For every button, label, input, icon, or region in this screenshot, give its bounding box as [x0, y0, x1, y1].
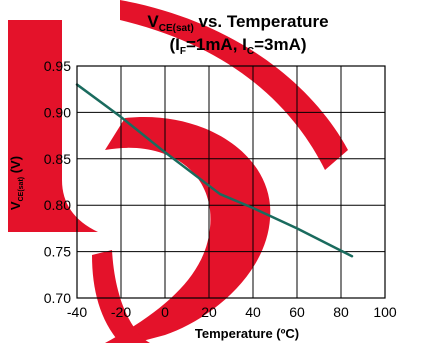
title-mid: =1mA, I: [186, 35, 247, 54]
title-rest: vs. Temperature: [194, 12, 329, 31]
y-tick-label: 0.85: [44, 151, 71, 167]
series-line: [75, 83, 354, 258]
x-tick-label: 60: [289, 304, 305, 320]
title-ic-sub: C: [247, 46, 254, 57]
x-tick-label: 80: [333, 304, 349, 320]
plot-frame: [76, 65, 386, 299]
x-tick-label: 100: [373, 304, 397, 320]
y-tick-labels: 0.95 0.90 0.85 0.80 0.75 0.70: [44, 58, 71, 306]
x-tick-label: 20: [201, 304, 217, 320]
y-tick-label: 0.75: [44, 244, 71, 260]
title-v: V: [147, 12, 159, 31]
x-tick-label: 40: [245, 304, 261, 320]
y-label-v: V: [8, 201, 23, 210]
y-axis-label: VCE(sat) (V): [8, 156, 25, 210]
watermark-lower-stroke: [92, 250, 150, 343]
watermark-left-bar: [8, 20, 98, 232]
y-label-unit: (V): [8, 156, 23, 177]
chart-title-line1: VCE(sat) vs. Temperature: [147, 12, 328, 34]
x-tick-label: 0: [161, 304, 169, 320]
title-if: (I: [169, 35, 179, 54]
title-end: =3mA): [254, 35, 306, 54]
y-tick-label: 0.80: [44, 197, 71, 213]
x-tick-labels: -40 -20 0 20 40 60 80 100: [67, 304, 397, 320]
y-tick-label: 0.95: [44, 58, 71, 74]
x-tick-label: -20: [111, 304, 131, 320]
series-layer: [75, 83, 354, 258]
x-axis-label: Temperature (ºC): [195, 326, 299, 341]
watermark-center-arc: [105, 116, 271, 343]
grid: [76, 65, 386, 299]
y-label-sub: CE(sat): [18, 177, 25, 202]
x-tick-label: -40: [67, 304, 87, 320]
y-tick-label: 0.90: [44, 104, 71, 120]
watermark-upper-arc: [120, 0, 348, 170]
title-v-sub: CE(sat): [159, 23, 194, 34]
watermark-logo: [8, 0, 348, 343]
chart-title-line2: (IF=1mA, IC=3mA): [169, 35, 306, 57]
y-tick-label: 0.70: [44, 290, 71, 306]
title-if-sub: F: [180, 46, 186, 57]
